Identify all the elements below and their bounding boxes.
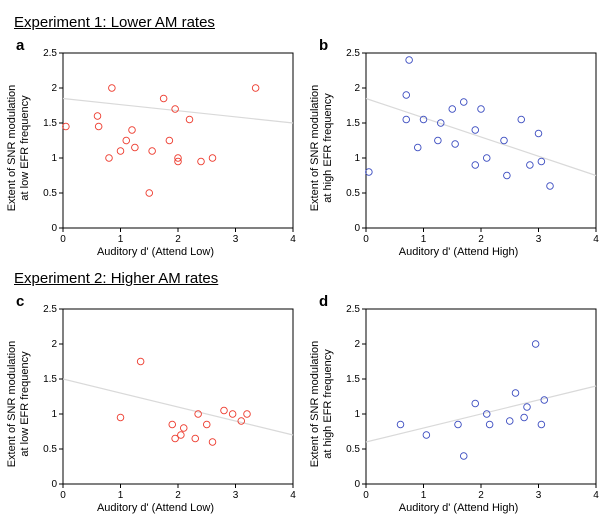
panel-c-letter: c bbox=[16, 293, 24, 310]
svg-text:0: 0 bbox=[51, 479, 57, 490]
panel-a-letter: a bbox=[16, 37, 24, 54]
panel-d-ylabel: Extent of SNR modulation at high EFR fre… bbox=[309, 340, 334, 467]
svg-text:1.5: 1.5 bbox=[346, 118, 360, 129]
svg-text:0: 0 bbox=[354, 479, 360, 490]
panel-d: 0 1 2 3 4 0 0.5 1 1.5 2 2.5 d Extent of SNR modulat… bbox=[311, 291, 606, 516]
panel-b-letter: b bbox=[319, 37, 328, 54]
svg-text:2.5: 2.5 bbox=[43, 304, 57, 315]
svg-text:0: 0 bbox=[363, 490, 369, 501]
svg-text:0.5: 0.5 bbox=[346, 444, 360, 455]
svg-text:4: 4 bbox=[290, 234, 296, 245]
svg-text:2: 2 bbox=[51, 339, 57, 350]
svg-text:1: 1 bbox=[118, 490, 124, 501]
svg-text:0.5: 0.5 bbox=[43, 188, 57, 199]
svg-text:2: 2 bbox=[354, 83, 360, 94]
panel-c-ylabel: Extent of SNR modulation at low EFR freq… bbox=[6, 340, 31, 467]
section1-title: Experiment 1: Lower AM rates bbox=[14, 14, 606, 31]
svg-text:2: 2 bbox=[175, 234, 181, 245]
panel-a-ylabel: Extent of SNR modulation at low EFR freq… bbox=[6, 84, 31, 211]
svg-text:2: 2 bbox=[478, 490, 484, 501]
scatter-plot: 0 1 2 3 4 0 0.5 1 1.5 2 2.5 bbox=[8, 291, 303, 516]
svg-text:1: 1 bbox=[118, 234, 124, 245]
svg-text:3: 3 bbox=[233, 490, 239, 501]
svg-text:1: 1 bbox=[421, 234, 427, 245]
panel-d-xlabel: Auditory d' (Attend High) bbox=[311, 502, 606, 514]
row-2: 0 1 2 3 4 0 0.5 1 1.5 2 2.5 c Extent of SNR modulat… bbox=[8, 291, 606, 516]
svg-text:0: 0 bbox=[363, 234, 369, 245]
svg-text:3: 3 bbox=[536, 234, 542, 245]
svg-text:3: 3 bbox=[233, 234, 239, 245]
svg-text:0.5: 0.5 bbox=[346, 188, 360, 199]
svg-text:0.5: 0.5 bbox=[43, 444, 57, 455]
svg-text:1.5: 1.5 bbox=[43, 374, 57, 385]
scatter-plot: 0 1 2 3 4 0 0.5 1 1.5 2 2.5 bbox=[8, 35, 303, 260]
svg-text:1.5: 1.5 bbox=[43, 118, 57, 129]
svg-text:2: 2 bbox=[354, 339, 360, 350]
section2-title: Experiment 2: Higher AM rates bbox=[14, 270, 606, 287]
panel-d-letter: d bbox=[319, 293, 328, 310]
panel-c-xlabel: Auditory d' (Attend Low) bbox=[8, 502, 303, 514]
panel-a: 0 1 2 3 4 0 0.5 1 1.5 2 2.5 a Extent of SNR modulat… bbox=[8, 35, 303, 260]
svg-text:1: 1 bbox=[354, 153, 360, 164]
svg-text:2: 2 bbox=[175, 490, 181, 501]
svg-text:2: 2 bbox=[478, 234, 484, 245]
svg-text:1.5: 1.5 bbox=[346, 374, 360, 385]
svg-text:0: 0 bbox=[60, 490, 66, 501]
svg-text:2: 2 bbox=[51, 83, 57, 94]
svg-text:1: 1 bbox=[51, 409, 57, 420]
svg-text:4: 4 bbox=[593, 234, 599, 245]
svg-text:0: 0 bbox=[51, 223, 57, 234]
panel-c: 0 1 2 3 4 0 0.5 1 1.5 2 2.5 c Extent of SNR modulat… bbox=[8, 291, 303, 516]
svg-text:0: 0 bbox=[60, 234, 66, 245]
panel-a-xlabel: Auditory d' (Attend Low) bbox=[8, 246, 303, 258]
panel-b-ylabel: Extent of SNR modulation at high EFR fre… bbox=[309, 84, 334, 211]
svg-text:1: 1 bbox=[421, 490, 427, 501]
svg-text:4: 4 bbox=[593, 490, 599, 501]
svg-text:2.5: 2.5 bbox=[346, 48, 360, 59]
svg-text:2.5: 2.5 bbox=[346, 304, 360, 315]
scatter-plot: 0 1 2 3 4 0 0.5 1 1.5 2 2.5 bbox=[311, 291, 606, 516]
panel-b: 0 1 2 3 4 0 0.5 1 1.5 2 2.5 b Extent of SNR modulat… bbox=[311, 35, 606, 260]
panel-b-xlabel: Auditory d' (Attend High) bbox=[311, 246, 606, 258]
svg-text:0: 0 bbox=[354, 223, 360, 234]
svg-text:2.5: 2.5 bbox=[43, 48, 57, 59]
svg-text:4: 4 bbox=[290, 490, 296, 501]
svg-text:3: 3 bbox=[536, 490, 542, 501]
row-1: 0 1 2 3 4 0 0.5 1 1.5 2 2.5 a Extent of SNR modulat… bbox=[8, 35, 606, 260]
svg-text:1: 1 bbox=[354, 409, 360, 420]
scatter-plot: 0 1 2 3 4 0 0.5 1 1.5 2 2.5 bbox=[311, 35, 606, 260]
svg-text:1: 1 bbox=[51, 153, 57, 164]
